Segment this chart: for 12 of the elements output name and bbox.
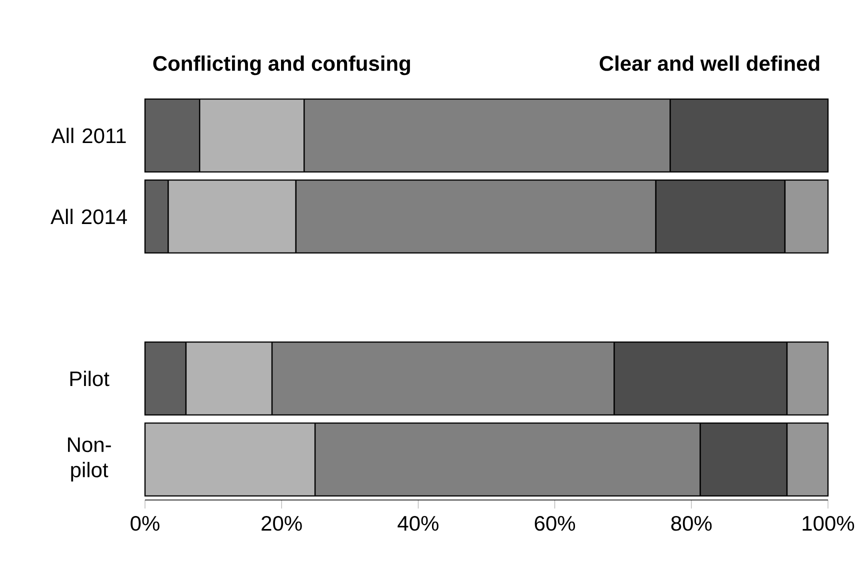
- x-tick-label: 80%: [671, 516, 712, 531]
- y-tick-label: Non-pilot: [68, 438, 111, 482]
- text: Clear and well defined: [600, 55, 820, 71]
- y-tick-label: All 2014: [50, 208, 127, 224]
- x-tick-label: 40%: [398, 516, 438, 531]
- y-tick-label: All 2011: [51, 128, 126, 144]
- y-tick-label: Pilot: [70, 370, 110, 386]
- x-tick-label: 100%: [802, 516, 854, 531]
- x-tick-label: 0%: [130, 516, 160, 531]
- text: Conflicting and confusing: [153, 55, 410, 76]
- x-tick-label: 60%: [534, 516, 576, 531]
- x-tick-label: 20%: [262, 516, 302, 531]
